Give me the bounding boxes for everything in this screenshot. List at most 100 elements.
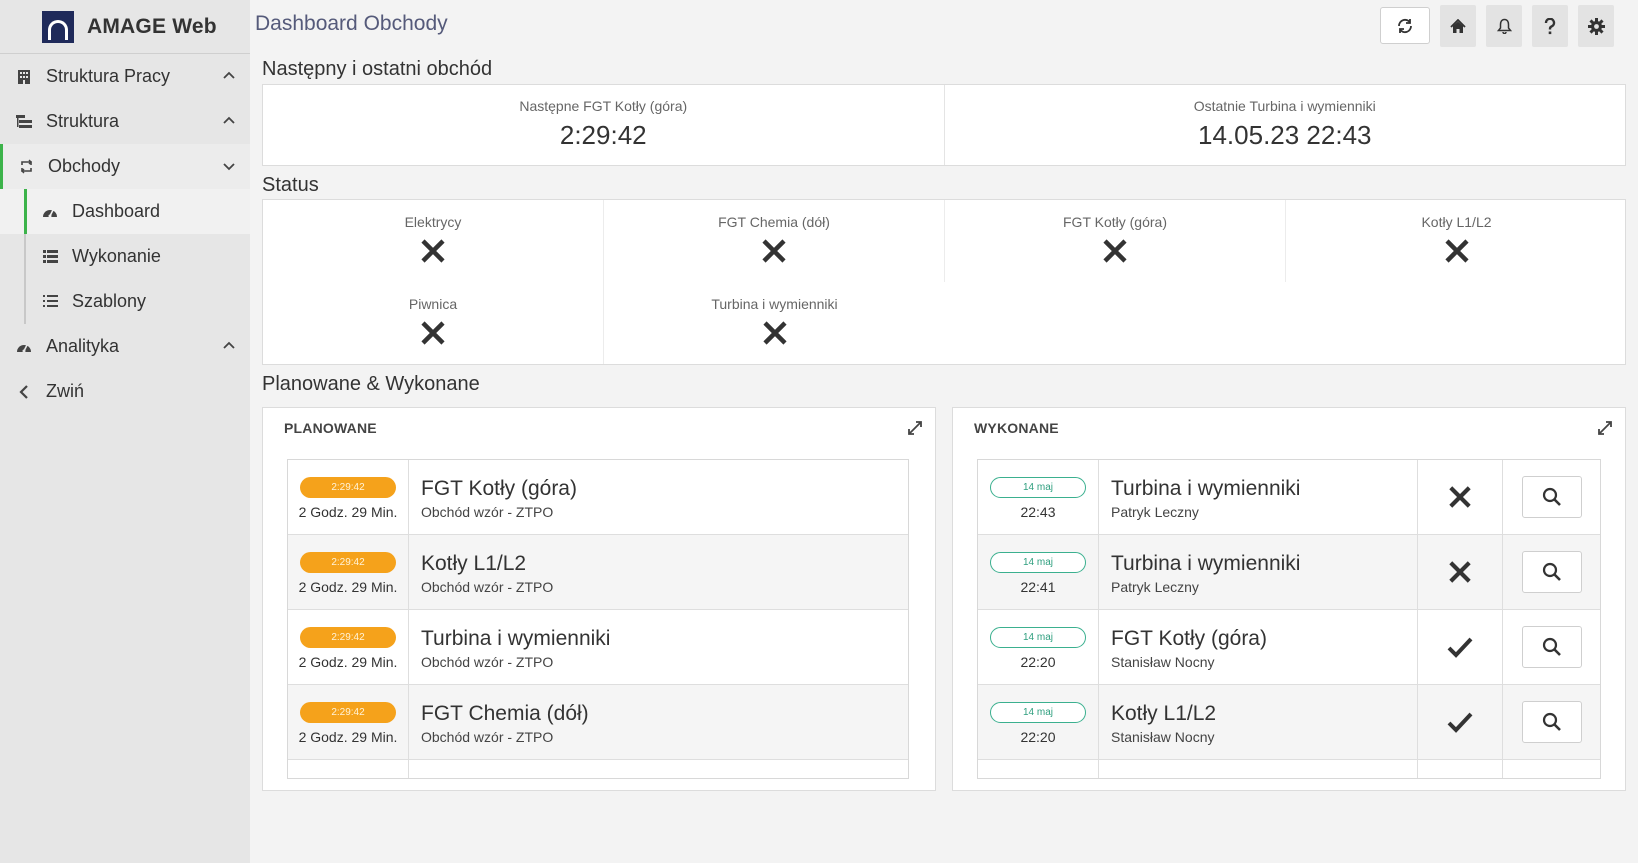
time-text: 22:20 <box>1020 654 1056 670</box>
sidebar-item-dashboard[interactable]: Dashboard <box>0 189 250 234</box>
sidebar-item-szablony[interactable]: Szablony <box>0 279 250 324</box>
time-text: 22:41 <box>1020 579 1056 595</box>
round-name: FGT Kotły (góra) <box>1111 627 1267 650</box>
section-title-status: Status <box>262 174 319 196</box>
time-text: 22:43 <box>1020 504 1056 520</box>
sidebar-item-label: Struktura Pracy <box>46 66 171 86</box>
done-table: 14 maj 22:43 Turbina i wymienniki Patryk L… <box>977 459 1601 779</box>
planned-panel: PLANOWANE 2:29:42 2 Godz. 29 Min. FGT Kot… <box>262 407 936 791</box>
gear-icon <box>1587 17 1605 35</box>
gauge-icon <box>16 339 32 355</box>
sidebar-item-wykonanie[interactable]: Wykonanie <box>0 234 250 279</box>
sitemap-icon <box>16 114 32 130</box>
table-row[interactable]: 2:29:42 2 Godz. 29 Min. FGT Kotły (góra) O… <box>288 460 908 535</box>
search-icon <box>1542 562 1561 581</box>
question-icon <box>1544 17 1556 34</box>
details-button[interactable] <box>1521 551 1582 593</box>
sidebar-item-analityka[interactable]: Analityka <box>0 324 250 369</box>
notifications-button[interactable] <box>1486 5 1522 47</box>
time-text: 22:20 <box>1020 729 1056 745</box>
section-title-planned-done: Planowane & Wykonane <box>262 373 480 395</box>
sidebar-item-label: Obchody <box>48 156 121 176</box>
planned-panel-header: PLANOWANE <box>263 408 935 448</box>
x-mark-icon <box>1444 239 1469 263</box>
countdown-badge: 2:29:42 <box>300 477 396 498</box>
x-mark-icon <box>421 239 445 263</box>
round-name: Turbina i wymienniki <box>1111 477 1301 500</box>
app-title: AMAGE Web <box>87 14 217 38</box>
done-panel: WYKONANE 14 maj 22:43 Turbina i wymiennik… <box>952 407 1626 791</box>
eta-text: 2 Godz. 29 Min. <box>298 504 398 520</box>
countdown-badge: 2:29:42 <box>300 552 396 573</box>
x-mark-icon <box>1449 561 1471 583</box>
last-round-datetime: 14.05.23 22:43 <box>1198 120 1372 150</box>
status-item: FGT Kotły (góra) <box>945 200 1286 282</box>
status-item: FGT Chemia (dół) <box>604 200 945 282</box>
countdown-badge: 2:29:42 <box>300 627 396 648</box>
status-item-label: Elektrycy <box>404 214 462 230</box>
home-icon <box>1450 18 1466 33</box>
planned-panel-title: PLANOWANE <box>284 420 377 436</box>
building-icon <box>16 69 32 85</box>
x-mark-icon <box>762 239 786 263</box>
check-icon <box>1447 712 1473 733</box>
table-row-partial <box>288 760 908 778</box>
round-name: Kotły L1/L2 <box>1111 702 1217 725</box>
brand[interactable]: AMAGE Web <box>0 0 250 54</box>
table-row[interactable]: 14 maj 22:20 FGT Kotły (góra) Stanisław No… <box>978 610 1600 685</box>
date-badge: 14 maj <box>990 627 1086 648</box>
sidebar-item-label: Struktura <box>46 111 120 131</box>
section-title-next-last: Następny i ostatni obchód <box>262 58 493 80</box>
table-row[interactable]: 14 maj 22:20 Kotły L1/L2 Stanisław Nocny <box>978 685 1600 760</box>
status-item-label: FGT Kotły (góra) <box>1063 214 1167 230</box>
executor-name: Stanisław Nocny <box>1111 729 1215 745</box>
list-icon <box>42 294 58 310</box>
list-icon <box>42 249 58 265</box>
sidebar-item-obchody[interactable]: Obchody <box>0 144 250 189</box>
round-template: Obchód wzór - ZTPO <box>421 504 554 520</box>
settings-button[interactable] <box>1578 5 1614 47</box>
table-row[interactable]: 2:29:42 2 Godz. 29 Min. Turbina i wymienn… <box>288 610 908 685</box>
sidebar: AMAGE Web Struktura Pracy Struktura Obch… <box>0 0 250 863</box>
header-toolbar <box>1370 5 1614 47</box>
amage-logo-icon <box>42 10 74 43</box>
table-row[interactable]: 14 maj 22:43 Turbina i wymienniki Patryk L… <box>978 460 1600 535</box>
date-badge: 14 maj <box>990 552 1086 573</box>
expand-icon[interactable] <box>1597 420 1613 436</box>
expand-icon[interactable] <box>907 420 923 436</box>
refresh-button[interactable] <box>1380 7 1430 44</box>
table-row[interactable]: 2:29:42 2 Godz. 29 Min. FGT Chemia (dół) O… <box>288 685 908 760</box>
status-card: Elektrycy FGT Chemia (dół) FGT Kotły (gó… <box>262 199 1626 365</box>
status-item-label: Kotły L1/L2 <box>1421 214 1492 230</box>
sidebar-submenu-obchody: Dashboard Wykonanie Szablony <box>0 189 250 324</box>
search-icon <box>1542 712 1561 731</box>
last-round-label: Ostatnie Turbina i wymienniki <box>1193 98 1376 114</box>
help-button[interactable] <box>1532 5 1568 47</box>
round-template: Obchód wzór - ZTPO <box>421 654 554 670</box>
gauge-icon <box>42 204 58 220</box>
bell-icon <box>1496 18 1512 34</box>
next-round: Następne FGT Kotły (góra) 2:29:42 <box>263 85 944 165</box>
chevron-up-icon <box>223 71 235 79</box>
executor-name: Patryk Leczny <box>1111 579 1199 595</box>
sidebar-collapse-button[interactable]: Zwiń <box>0 369 250 414</box>
sidebar-item-struktura-pracy[interactable]: Struktura Pracy <box>0 54 250 99</box>
chevron-left-icon <box>16 384 32 400</box>
details-button[interactable] <box>1521 626 1582 668</box>
done-panel-header: WYKONANE <box>953 408 1625 448</box>
x-mark-icon <box>1449 486 1471 508</box>
sidebar-item-struktura[interactable]: Struktura <box>0 99 250 144</box>
chevron-up-icon <box>223 341 235 349</box>
details-button[interactable] <box>1521 476 1582 518</box>
round-name: Turbina i wymienniki <box>421 627 611 650</box>
status-item: Piwnica <box>263 282 604 364</box>
sidebar-item-label: Dashboard <box>72 201 161 221</box>
round-template: Obchód wzór - ZTPO <box>421 729 554 745</box>
status-item: Turbina i wymienniki <box>604 282 945 364</box>
table-row[interactable]: 2:29:42 2 Godz. 29 Min. Kotły L1/L2 Obchód… <box>288 535 908 610</box>
home-button[interactable] <box>1440 5 1476 47</box>
details-button[interactable] <box>1521 701 1582 743</box>
sidebar-item-label: Zwiń <box>46 381 85 401</box>
table-row[interactable]: 14 maj 22:41 Turbina i wymienniki Patryk L… <box>978 535 1600 610</box>
next-last-card: Następne FGT Kotły (góra) 2:29:42 Ostatn… <box>262 84 1626 166</box>
